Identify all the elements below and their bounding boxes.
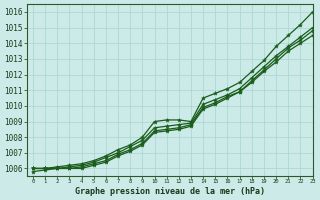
X-axis label: Graphe pression niveau de la mer (hPa): Graphe pression niveau de la mer (hPa) [75, 187, 265, 196]
